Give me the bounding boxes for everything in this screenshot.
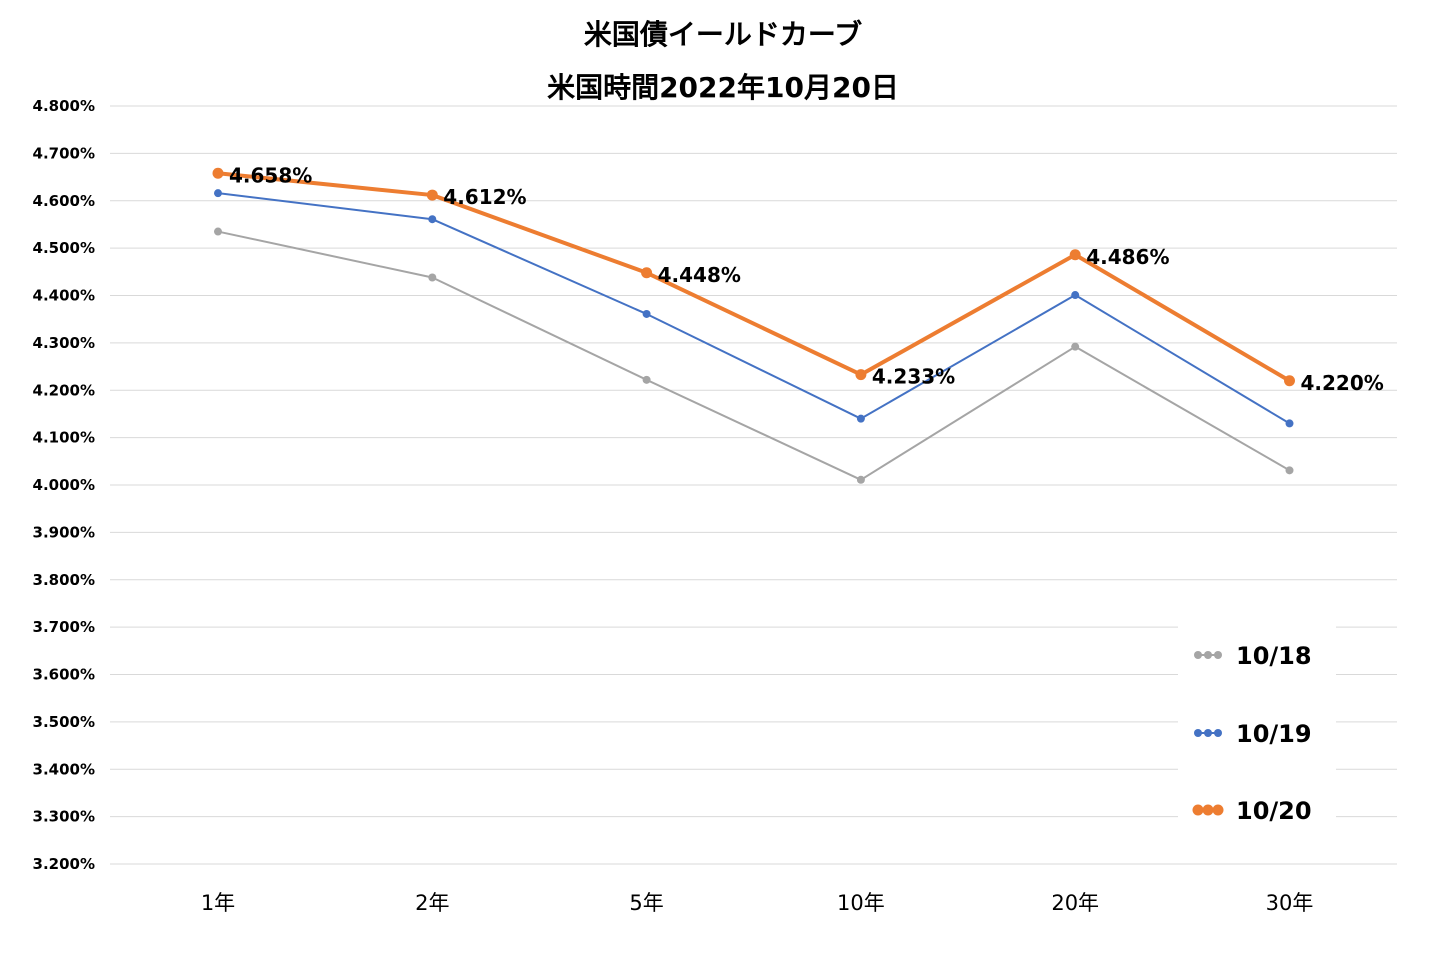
legend-swatch-marker	[1204, 729, 1212, 737]
series-line	[217, 230, 1290, 481]
data-point	[1285, 466, 1294, 475]
legend-item: 10/19	[1194, 720, 1312, 748]
y-tick-label: 4.000%	[33, 476, 95, 494]
y-tick-label: 4.200%	[33, 381, 95, 399]
data-point	[428, 273, 437, 282]
legend-item: 10/18	[1194, 642, 1312, 670]
data-label: 4.658%	[229, 163, 312, 187]
legend-swatch-marker	[1214, 729, 1222, 737]
data-label: 4.233%	[872, 365, 955, 389]
y-tick-label: 3.300%	[33, 808, 95, 826]
legend: 10/18 10/19 10/20	[1178, 620, 1336, 848]
data-point	[1285, 419, 1294, 428]
x-tick-label: 10年	[837, 891, 885, 915]
y-axis-ticks: 3.200% 3.300% 3.400% 3.500% 3.600% 3.700% 3.80…	[33, 97, 95, 873]
y-tick-label: 3.700%	[33, 618, 95, 636]
legend-swatch-marker	[1212, 804, 1224, 816]
data-point	[214, 189, 222, 198]
x-tick-label: 2年	[415, 891, 449, 915]
legend-item: 10/20	[1192, 797, 1312, 825]
series-line	[217, 171, 1291, 383]
data-label: 4.486%	[1086, 245, 1169, 269]
chart-title: 米国債イールドカーブ 米国時間2022年10月20日	[547, 18, 899, 104]
data-label: 4.612%	[443, 185, 526, 209]
data-point	[1071, 342, 1080, 351]
chart-title-line-1: 米国債イールドカーブ	[584, 18, 862, 51]
y-tick-label: 4.600%	[33, 192, 95, 210]
data-point	[855, 369, 867, 381]
data-point	[428, 215, 437, 224]
data-label: 4.448%	[658, 263, 741, 287]
series-10-18	[214, 227, 1294, 484]
series-line	[217, 192, 1291, 425]
x-tick-label: 1年	[201, 891, 235, 915]
legend-label: 10/20	[1236, 797, 1312, 825]
data-point	[212, 167, 224, 179]
legend-swatch-marker	[1194, 651, 1202, 659]
data-point	[642, 309, 651, 318]
y-tick-label: 3.900%	[33, 523, 95, 541]
data-point	[214, 227, 222, 236]
y-tick-label: 3.600%	[33, 666, 95, 684]
legend-swatch-marker	[1204, 651, 1212, 659]
y-tick-label: 3.200%	[33, 855, 95, 873]
data-point	[1071, 291, 1080, 300]
data-point	[642, 375, 651, 384]
series-10-19	[214, 189, 1294, 428]
y-tick-label: 4.400%	[33, 287, 95, 305]
y-tick-label: 4.800%	[33, 97, 95, 115]
data-point	[856, 475, 865, 484]
x-tick-label: 20年	[1051, 891, 1099, 915]
data-point	[641, 267, 653, 279]
legend-swatch-marker	[1214, 651, 1222, 659]
y-tick-label: 4.500%	[33, 239, 95, 257]
legend-swatch-marker	[1194, 729, 1202, 737]
y-tick-label: 4.700%	[33, 144, 95, 162]
y-tick-label: 3.800%	[33, 571, 95, 589]
x-tick-label: 5年	[629, 891, 663, 915]
data-point	[426, 189, 438, 201]
y-tick-label: 3.400%	[33, 760, 95, 778]
legend-label: 10/19	[1236, 720, 1312, 748]
x-tick-label: 30年	[1266, 891, 1314, 915]
chart-title-line-2: 米国時間2022年10月20日	[547, 71, 899, 104]
data-point	[1284, 375, 1295, 387]
data-point	[1069, 249, 1081, 261]
legend-swatch-marker	[1192, 804, 1204, 816]
y-tick-label: 4.300%	[33, 334, 95, 352]
legend-swatch-marker	[1202, 804, 1214, 816]
y-tick-label: 4.100%	[33, 429, 95, 447]
gridlines	[110, 105, 1397, 865]
data-point	[856, 414, 865, 423]
x-axis-ticks: 1年 2年 5年 10年 20年 30年	[201, 891, 1314, 915]
data-labels: 4.658% 4.612% 4.448% 4.233% 4.486% 4.220%	[229, 163, 1384, 395]
y-tick-label: 3.500%	[33, 713, 95, 731]
data-label: 4.220%	[1301, 371, 1384, 395]
series-lines	[212, 167, 1295, 484]
series-10-20	[212, 167, 1295, 387]
legend-label: 10/18	[1236, 642, 1312, 670]
